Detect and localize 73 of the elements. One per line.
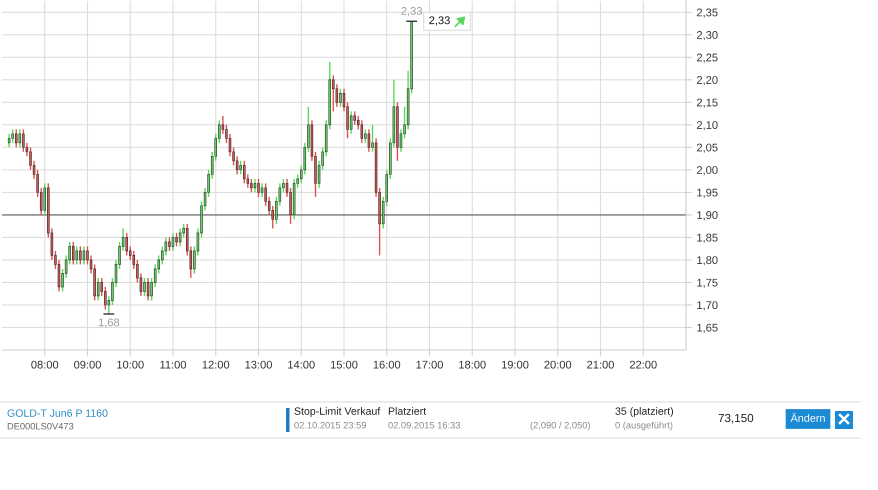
- x-tick-label: 12:00: [202, 360, 230, 369]
- text: (2,090 / 2,050): [530, 422, 590, 430]
- candlestick: [339, 88, 342, 108]
- candlestick: [76, 246, 78, 266]
- y-tick-label: 1,65: [697, 324, 718, 333]
- y-tick-label: 2,25: [696, 54, 718, 63]
- candlestick: [368, 128, 370, 153]
- y-tick-label: 1,90: [697, 211, 718, 220]
- text: 73,150: [718, 414, 754, 424]
- y-tick-label: 1,85: [697, 234, 718, 243]
- annotation: 1,68: [98, 318, 120, 328]
- text: 0 (ausgeführt): [615, 422, 672, 430]
- annotation: 2,33: [401, 7, 422, 16]
- y-tick-label: 1,80: [697, 256, 718, 266]
- candlestick: [11, 128, 14, 144]
- text: 35 (platziert): [615, 407, 674, 417]
- candlestick: [79, 246, 82, 266]
- candlestick: [360, 120, 364, 144]
- candlestick: [260, 182, 264, 198]
- text: Ändern: [790, 412, 825, 422]
- candlestick: [257, 178, 260, 198]
- candlestick: [364, 128, 367, 144]
- candlestick: [143, 277, 146, 297]
- x-tick-label: 09:00: [74, 360, 101, 369]
- x-tick-label: 16:00: [374, 360, 400, 369]
- candlestick: [82, 246, 86, 266]
- text: Platziert: [388, 407, 426, 415]
- y-tick-label: 2,05: [696, 144, 718, 153]
- text: GOLD-T Jun6 P 1160: [8, 409, 108, 417]
- candlestick: [254, 178, 256, 194]
- candlestick: [18, 128, 22, 148]
- text: DE000LS0V473: [8, 422, 74, 430]
- candlestick: [250, 178, 253, 194]
- candlestick: [175, 232, 178, 248]
- candlestick: [22, 128, 25, 153]
- x-tick-label: 18:00: [459, 360, 486, 369]
- candlestick: [243, 160, 246, 184]
- y-tick-label: 2,30: [696, 31, 718, 40]
- x-tick-label: 15:00: [330, 360, 358, 369]
- x-tick-label: 22:00: [630, 360, 657, 369]
- x-tick-label: 21:00: [587, 360, 614, 369]
- x-tick-label: 17:00: [416, 360, 443, 369]
- candlestick: [172, 232, 174, 252]
- y-tick-label: 2,10: [696, 121, 718, 130]
- candlestick: [289, 187, 292, 225]
- candlestick: [353, 110, 356, 126]
- candlestick: [125, 232, 128, 256]
- candlestick: [350, 110, 352, 135]
- x-tick-label: 08:00: [31, 360, 58, 369]
- x-tick-label: 14:00: [288, 360, 315, 369]
- x-tick-label: 11:00: [160, 360, 186, 369]
- y-tick-label: 2,15: [696, 98, 718, 108]
- x-tick-label: 19:00: [502, 360, 528, 369]
- x-tick-label: 10:00: [117, 360, 144, 369]
- text: Stop-Limit Verkauf: [294, 407, 380, 417]
- candlestick: [72, 241, 75, 266]
- candlestick: [146, 277, 150, 302]
- y-tick-label: 1,95: [697, 188, 718, 198]
- y-tick-label: 1,70: [697, 301, 718, 310]
- annotation: 2,33: [429, 16, 450, 26]
- candlestick: [239, 160, 242, 176]
- y-tick-label: 2,35: [696, 8, 718, 18]
- candlestick: [168, 236, 171, 252]
- y-tick-label: 1,75: [697, 278, 718, 288]
- x-tick-label: 20:00: [544, 360, 572, 369]
- y-tick-label: 2,00: [696, 166, 718, 176]
- candlestick: [14, 128, 18, 148]
- x-tick-label: 13:00: [245, 360, 272, 369]
- y-tick-label: 2,20: [696, 76, 718, 86]
- candlestick: [8, 133, 10, 148]
- candlestick: [178, 228, 182, 248]
- text: 02.10.2015 23:59: [294, 422, 366, 428]
- text: 02.09.2015 16:33: [388, 422, 460, 428]
